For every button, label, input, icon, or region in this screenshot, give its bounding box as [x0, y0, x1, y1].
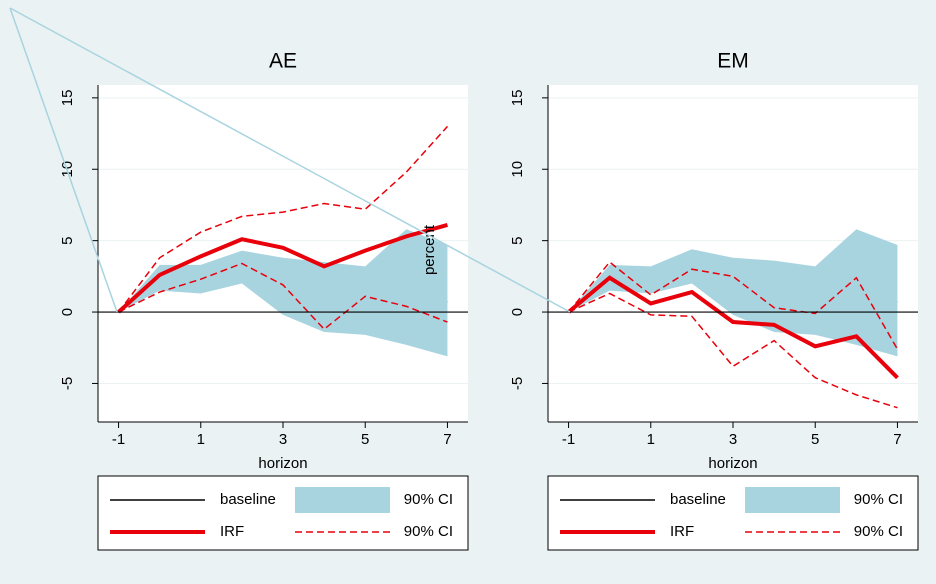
legend-box: [97, 475, 469, 551]
x-tick-label: 5: [361, 431, 369, 448]
series-line: [567, 261, 899, 350]
legend-label: baseline: [670, 491, 726, 508]
ci-band: [118, 229, 448, 357]
y-tick-label: 15: [509, 90, 526, 107]
y-tick-label: -5: [509, 377, 526, 390]
legend-label: baseline: [220, 491, 276, 508]
y-tick-label: 5: [509, 236, 526, 244]
legend-box: [547, 475, 919, 551]
legend-swatch: [295, 487, 390, 513]
series-line: [117, 125, 449, 313]
x-tick-label: 3: [729, 431, 737, 448]
series-line: [118, 262, 448, 331]
y-axis-label: percent: [421, 224, 438, 275]
x-tick-label: -1: [562, 431, 575, 448]
x-axis-label: horizon: [708, 455, 757, 472]
decor-line: [9, 7, 571, 313]
y-tick-label: 10: [509, 161, 526, 178]
x-tick-label: -1: [112, 431, 125, 448]
series-line: [567, 275, 899, 380]
x-tick-label: 5: [811, 431, 819, 448]
ci-band: [568, 229, 898, 357]
y-tick-label: 5: [59, 236, 76, 244]
x-tick-label: 7: [893, 431, 901, 448]
x-tick-label: 1: [647, 431, 655, 448]
y-tick-label: -5: [59, 377, 76, 390]
legend-label: IRF: [220, 523, 244, 540]
legend-label: 90% CI: [404, 523, 453, 540]
y-tick-label: 0: [509, 308, 526, 316]
legend-label: 90% CI: [404, 491, 453, 508]
legend-swatch: [745, 487, 840, 513]
y-tick-label: 15: [59, 90, 76, 107]
legend-label: 90% CI: [854, 491, 903, 508]
x-tick-label: 1: [197, 431, 205, 448]
decor-line: [9, 7, 118, 313]
legend-label: 90% CI: [854, 523, 903, 540]
x-axis-label: horizon: [258, 455, 307, 472]
series-line: [117, 223, 448, 314]
legend-label: IRF: [670, 523, 694, 540]
x-tick-label: 7: [443, 431, 451, 448]
series-line: [568, 292, 898, 409]
x-tick-label: 3: [279, 431, 287, 448]
chart-title: AE: [269, 50, 297, 73]
y-tick-label: 0: [59, 308, 76, 316]
chart-title: EM: [717, 50, 749, 73]
